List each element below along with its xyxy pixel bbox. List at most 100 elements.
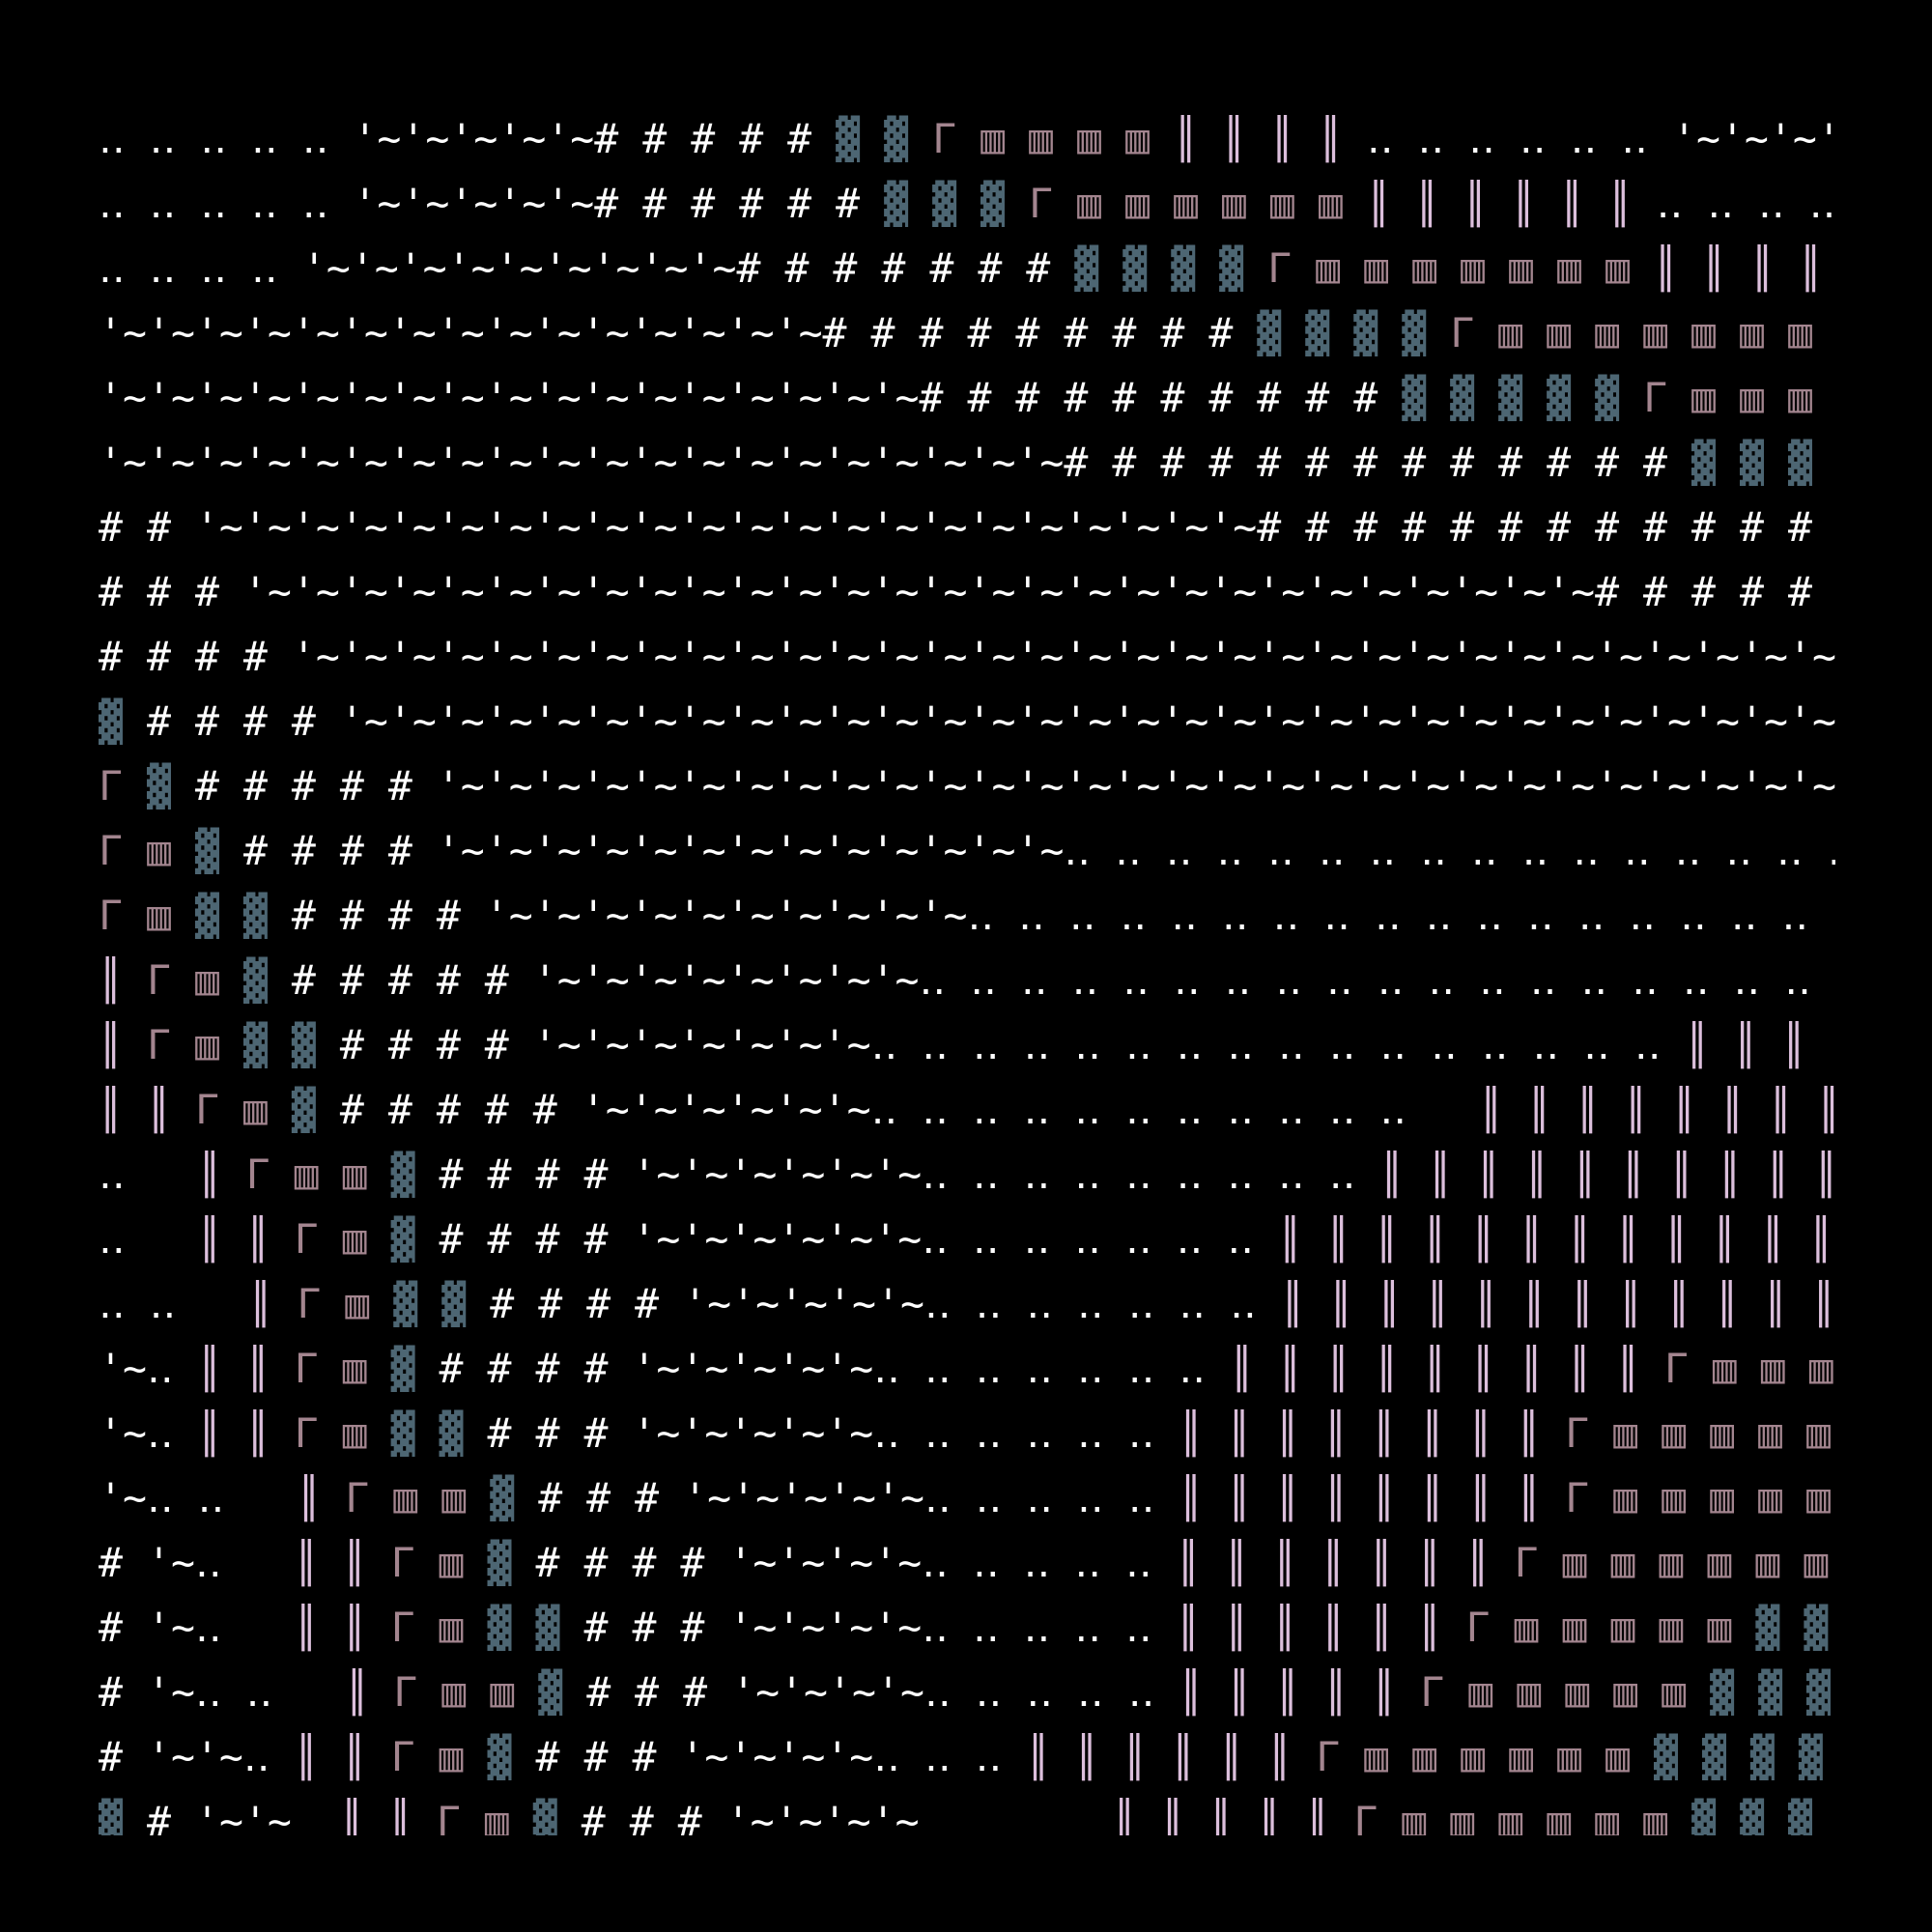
glyph-run: # # # # '~'~'~'~'~'~'~'~'~'~'~'~'~'~'~'~…	[147, 697, 1836, 745]
map-row: ‥ ‥ ║ Γ ▥ ▓ ▓ # # # # '~'~'~'~'~‥ ‥ ‥ ‥ …	[99, 1280, 1860, 1328]
glyph-run: # # # # # '~'~'~'~'~'~'~'~'~'~'~'~'~'~'~…	[195, 762, 1836, 810]
glyph-run: # # # # # '~'~'~'~'~'~'~'~‥ ‥ ‥ ‥ ‥ ‥ ‥ …	[292, 956, 1887, 1004]
glyph-run: ▓	[391, 1215, 440, 1263]
glyph-run: Γ ▥	[295, 1215, 391, 1263]
glyph-run: '~‥	[99, 1345, 198, 1392]
glyph-run: Γ ▥ ▥ ▥ ▥ ▥ ▥ ▥	[1450, 309, 1836, 356]
map-row: '~‥ ║ ║ Γ ▥ ▓ ▓ # # # '~'~'~'~'~‥ ‥ ‥ ‥ …	[99, 1409, 1855, 1458]
glyph-run: ▓	[538, 1668, 586, 1716]
glyph-run: Γ ▥	[295, 1345, 391, 1392]
glyph-run: ║ ║	[340, 1798, 437, 1846]
map-row: # '~‥ ║ ║ Γ ▥ ▓ # # # # '~'~'~'~‥ ‥ ‥ ‥ …	[99, 1539, 1852, 1587]
glyph-run: Γ ▥ ▥ ▥	[1643, 374, 1836, 421]
glyph-run: ▓	[292, 1086, 340, 1133]
glyph-run: Γ	[99, 762, 147, 810]
glyph-run: ║ ║ ║ ║ ║ ║	[1367, 180, 1657, 228]
map-row: ║ Γ ▥ ▓ # # # # # '~'~'~'~'~'~'~'~‥ ‥ ‥ …	[99, 956, 1887, 1005]
glyph-run: ‥ ‥	[99, 1280, 248, 1327]
map-row: ‥ ║ ║ Γ ▥ ▓ # # # # '~'~'~'~'~'~‥ ‥ ‥ ‥ …	[99, 1215, 1858, 1264]
glyph-run: ║ ║ ║ ║ ║ ║ ║ ║	[1179, 1409, 1565, 1458]
glyph-run: # # # '~'~'~'~'~‥ ‥ ‥ ‥ ‥ ‥	[488, 1409, 1179, 1457]
map-row: ║ ║ Γ ▥ ▓ # # # # # '~'~'~'~'~'~‥ ‥ ‥ ‥ …	[99, 1086, 1865, 1134]
glyph-run: ║ ║ ║ ║ ║	[1179, 1668, 1420, 1717]
glyph-run: Γ ▥	[147, 956, 243, 1004]
glyph-run: '~'~'~'~'~'~'~'~'~'~'~'~'~'~'~'~'~# # # …	[99, 374, 1402, 421]
glyph-run: ║	[297, 1474, 345, 1522]
map-row: ▓ # # # # '~'~'~'~'~'~'~'~'~'~'~'~'~'~'~…	[99, 697, 1836, 745]
map-row: # # '~'~'~'~'~'~'~'~'~'~'~'~'~'~'~'~'~'~…	[99, 503, 1836, 551]
map-row: # # # '~'~'~'~'~'~'~'~'~'~'~'~'~'~'~'~'~…	[99, 568, 1836, 615]
map-row: ║ Γ ▥ ▓ ▓ # # # # '~'~'~'~'~'~'~‥ ‥ ‥ ‥ …	[99, 1021, 1878, 1069]
map-row: '~'~'~'~'~'~'~'~'~'~'~'~'~'~'~'~'~'~'~'~…	[99, 439, 1836, 486]
glyph-run: '~'~'~'~'~'~'~'~'~'~'~'~'~'~'~# # # # # …	[99, 309, 1257, 356]
glyph-run: ▓ ▓ ▓	[884, 180, 1029, 227]
glyph-run: # # # '~'~'~'~‥ ‥ ‥	[536, 1733, 1027, 1780]
glyph-run: Γ ▥ ▥ ▥ ▥	[932, 115, 1174, 162]
glyph-run: ║ ║ ║ ║ ║ ║ ║ ║ ║ ║ ║ ║	[1278, 1215, 1858, 1264]
glyph-run: # # # # '~'~'~'~'~'~‥ ‥ ‥ ‥ ‥ ‥ ‥	[440, 1215, 1279, 1263]
glyph-run: # # # # '~'~'~'~'~'~'~'~'~'~'~'~'~'~'~'~…	[99, 633, 1836, 680]
glyph-run: ▓ ▓	[488, 1604, 584, 1651]
glyph-run: ║ ║	[198, 1409, 295, 1458]
glyph-run: # '~'~‥	[99, 1733, 295, 1780]
glyph-run: Γ ▥	[99, 827, 195, 874]
map-row: # '~'~‥ ║ ║ Γ ▥ ▓ # # # '~'~'~'~‥ ‥ ‥ ║ …	[99, 1733, 1847, 1781]
map-row: # '~‥ ║ ║ Γ ▥ ▓ ▓ # # # '~'~'~'~‥ ‥ ‥ ‥ …	[99, 1604, 1852, 1652]
glyph-run: ║ ║	[198, 1215, 295, 1264]
glyph-run: ║ ║	[198, 1345, 295, 1393]
glyph-run: ▓	[533, 1798, 582, 1845]
glyph-run: ▓	[490, 1474, 538, 1521]
glyph-run: ║	[99, 1021, 147, 1069]
glyph-run: # # # '~'~'~'~	[582, 1798, 1113, 1845]
glyph-run: ║	[198, 1151, 246, 1199]
glyph-run: Γ ▥ ▥ ▥ ▥ ▥	[1565, 1409, 1855, 1457]
glyph-run: Γ ▥	[437, 1798, 533, 1845]
glyph-run: ║ ║ ║ ║ ║ ║ ║ ║	[1179, 1474, 1565, 1522]
glyph-run: ▓ ▓	[243, 1021, 340, 1068]
glyph-run: Γ ▥	[99, 892, 195, 939]
glyph-run: ▓	[243, 956, 292, 1004]
glyph-run: ║ ║	[295, 1539, 391, 1587]
glyph-run: Γ ▥ ▥ ▥ ▥ ▥	[1420, 1668, 1710, 1716]
glyph-run: ║ ║ ║ ║	[1654, 244, 1847, 293]
glyph-run: Γ ▥ ▥	[345, 1474, 490, 1521]
glyph-run: ▓ ▓ ▓ ▓	[1074, 244, 1267, 292]
glyph-run: # # # # '~'~'~'~'~‥ ‥ ‥ ‥ ‥ ‥ ‥	[440, 1345, 1231, 1392]
glyph-run: '~‥ ‥	[99, 1474, 297, 1521]
glyph-run: ▓ ▓ ▓ ▓ ▓	[1402, 374, 1643, 421]
map-row: ‥ ‥ ‥ ‥ ‥ '~'~'~'~'~# # # # # # ▓ ▓ ▓ Γ …	[99, 180, 1860, 228]
glyph-run: ▓	[99, 697, 147, 745]
glyph-run: ▓ ▓	[391, 1409, 488, 1457]
glyph-run: # # # '~'~'~'~‥ ‥ ‥ ‥ ‥	[586, 1668, 1179, 1716]
glyph-run: ║ ║ ║ ║ ║ ║	[1177, 1604, 1466, 1652]
glyph-run: ▓	[488, 1539, 536, 1586]
glyph-run: ║ ║ ║ ║ ║ ║ ║	[1177, 1539, 1515, 1587]
glyph-run: # # # '~'~'~'~‥ ‥ ‥ ‥ ‥	[583, 1604, 1176, 1651]
map-row: ▓ # '~'~ ║ ║ Γ ▥ ▓ # # # '~'~'~'~ ║ ║ ║ …	[99, 1798, 1885, 1846]
glyph-run: # # # # '~'~'~'~‥ ‥ ‥ ‥ ‥	[536, 1539, 1177, 1586]
glyph-run: Γ ▥	[391, 1604, 488, 1651]
map-row: ‥ ‥ ‥ ‥ '~'~'~'~'~'~'~'~'~# # # # # # # …	[99, 244, 1847, 293]
glyph-run: '~'~'~'~'~'~'~'~'~'~'~'~'~'~'~'~'~'~'~'~…	[99, 439, 1691, 486]
glyph-run: ‥	[99, 1151, 198, 1198]
glyph-run: # # # '~'~'~'~'~'~'~'~'~'~'~'~'~'~'~'~'~…	[99, 568, 1836, 615]
glyph-run: # # # # '~'~'~'~'~'~'~‥ ‥ ‥ ‥ ‥ ‥ ‥ ‥ ‥ …	[340, 1021, 1686, 1068]
glyph-run: ▓	[391, 1345, 440, 1392]
glyph-run: '~‥	[99, 1409, 198, 1457]
glyph-run: # # # # '~'~'~'~'~'~‥ ‥ ‥ ‥ ‥ ‥ ‥ ‥ ‥	[440, 1151, 1380, 1198]
glyph-run: # '~‥	[99, 1604, 295, 1651]
glyph-run: ‥	[99, 1215, 198, 1263]
glyph-run: ‥ ‥ ‥ ‥ ‥ '~'~'~'~'~# # # # #	[99, 115, 836, 162]
glyph-run: Γ ▥ ▥	[246, 1151, 391, 1198]
glyph-run: ▓	[147, 762, 195, 810]
glyph-run: ║ ║ ║ ║ ║ ║ ║ ║	[1479, 1086, 1865, 1134]
glyph-run: ▓ ▓	[393, 1280, 490, 1327]
glyph-run: ▓ ▓ ▓	[1710, 1668, 1855, 1716]
glyph-run: ║ ║	[295, 1733, 391, 1781]
glyph-run: ▓	[195, 827, 243, 874]
map-row: '~‥ ║ ║ Γ ▥ ▓ # # # # '~'~'~'~'~‥ ‥ ‥ ‥ …	[99, 1345, 1858, 1393]
glyph-run: # '~‥ ‥	[99, 1668, 345, 1716]
